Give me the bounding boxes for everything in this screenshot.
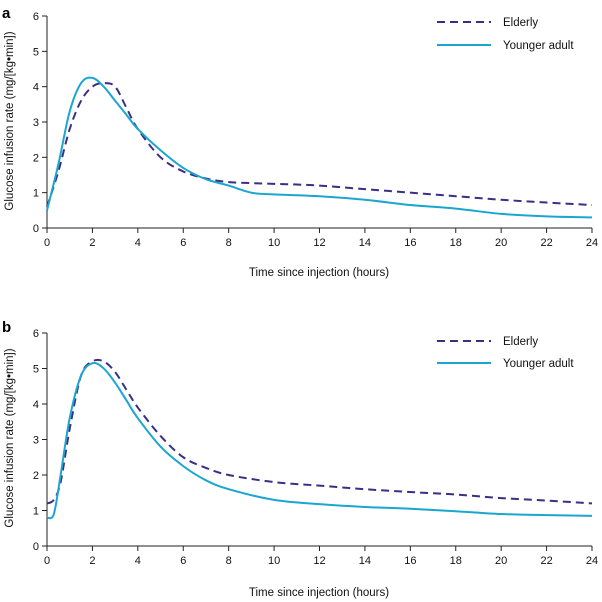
x-tick-label: 16 (404, 237, 416, 249)
y-tick-label: 1 (33, 188, 39, 200)
y-tick-label: 2 (33, 152, 39, 164)
x-tick-label: 0 (44, 555, 50, 567)
x-tick-label: 18 (450, 237, 462, 249)
y-tick-label: 3 (33, 435, 39, 447)
panel-a-legend: Elderly Younger adult (437, 17, 574, 52)
x-tick-label: 20 (495, 237, 507, 249)
y-axis-title: Glucose infusion rate (mg/[kg•min]) (4, 31, 16, 210)
panel-b-legend: Elderly Younger adult (437, 336, 574, 370)
y-tick-label: 5 (33, 46, 39, 58)
panel-b-series (46, 358, 593, 520)
y-tick-label: 5 (33, 364, 39, 376)
panel-a-series (46, 76, 593, 219)
y-axis-title: Glucose infusion rate (mg/[kg•min]) (4, 348, 16, 527)
x-tick-label: 24 (586, 237, 598, 249)
x-tick-label: 14 (359, 555, 371, 567)
y-tick-label: 3 (33, 117, 39, 129)
x-tick-label: 14 (359, 237, 371, 249)
x-tick-label: 22 (540, 237, 552, 249)
x-tick-label: 8 (226, 555, 232, 567)
y-tick-label: 4 (33, 399, 39, 411)
x-tick-label: 4 (135, 555, 141, 567)
y-tick-label: 2 (33, 470, 39, 482)
series-line-younger-adult (46, 76, 593, 219)
x-tick-label: 22 (540, 555, 552, 567)
x-tick-label: 20 (495, 555, 507, 567)
x-tick-label: 4 (135, 237, 141, 249)
x-tick-label: 16 (404, 555, 416, 567)
legend-label-elderly: Elderly (503, 336, 538, 348)
series-line-elderly (46, 82, 593, 208)
x-axis-title: Time since injection (hours) (249, 267, 389, 279)
x-tick-label: 10 (268, 237, 280, 249)
x-tick-label: 6 (180, 237, 186, 249)
x-tick-label: 2 (89, 555, 95, 567)
x-tick-label: 0 (44, 237, 50, 249)
x-tick-label: 10 (268, 555, 280, 567)
panel-label-b: b (2, 319, 11, 336)
x-tick-label: 12 (313, 237, 325, 249)
legend-label-younger-adult: Younger adult (503, 358, 574, 370)
y-tick-label: 4 (33, 82, 39, 94)
x-tick-label: 2 (89, 237, 95, 249)
x-tick-label: 8 (226, 237, 232, 249)
legend-label-elderly: Elderly (503, 17, 538, 29)
x-tick-label: 18 (450, 555, 462, 567)
x-axis-title: Time since injection (hours) (249, 587, 389, 599)
y-tick-label: 0 (33, 541, 39, 553)
y-tick-label: 6 (33, 11, 39, 23)
y-tick-label: 1 (33, 506, 39, 518)
series-line-younger-adult (46, 361, 593, 520)
x-tick-label: 6 (180, 555, 186, 567)
panel-label-a: a (2, 5, 11, 22)
series-line-elderly (46, 358, 593, 505)
y-tick-label: 6 (33, 328, 39, 340)
x-tick-label: 12 (313, 555, 325, 567)
x-tick-label: 24 (586, 555, 598, 567)
y-tick-label: 0 (33, 223, 39, 235)
legend-label-younger-adult: Younger adult (503, 40, 574, 52)
